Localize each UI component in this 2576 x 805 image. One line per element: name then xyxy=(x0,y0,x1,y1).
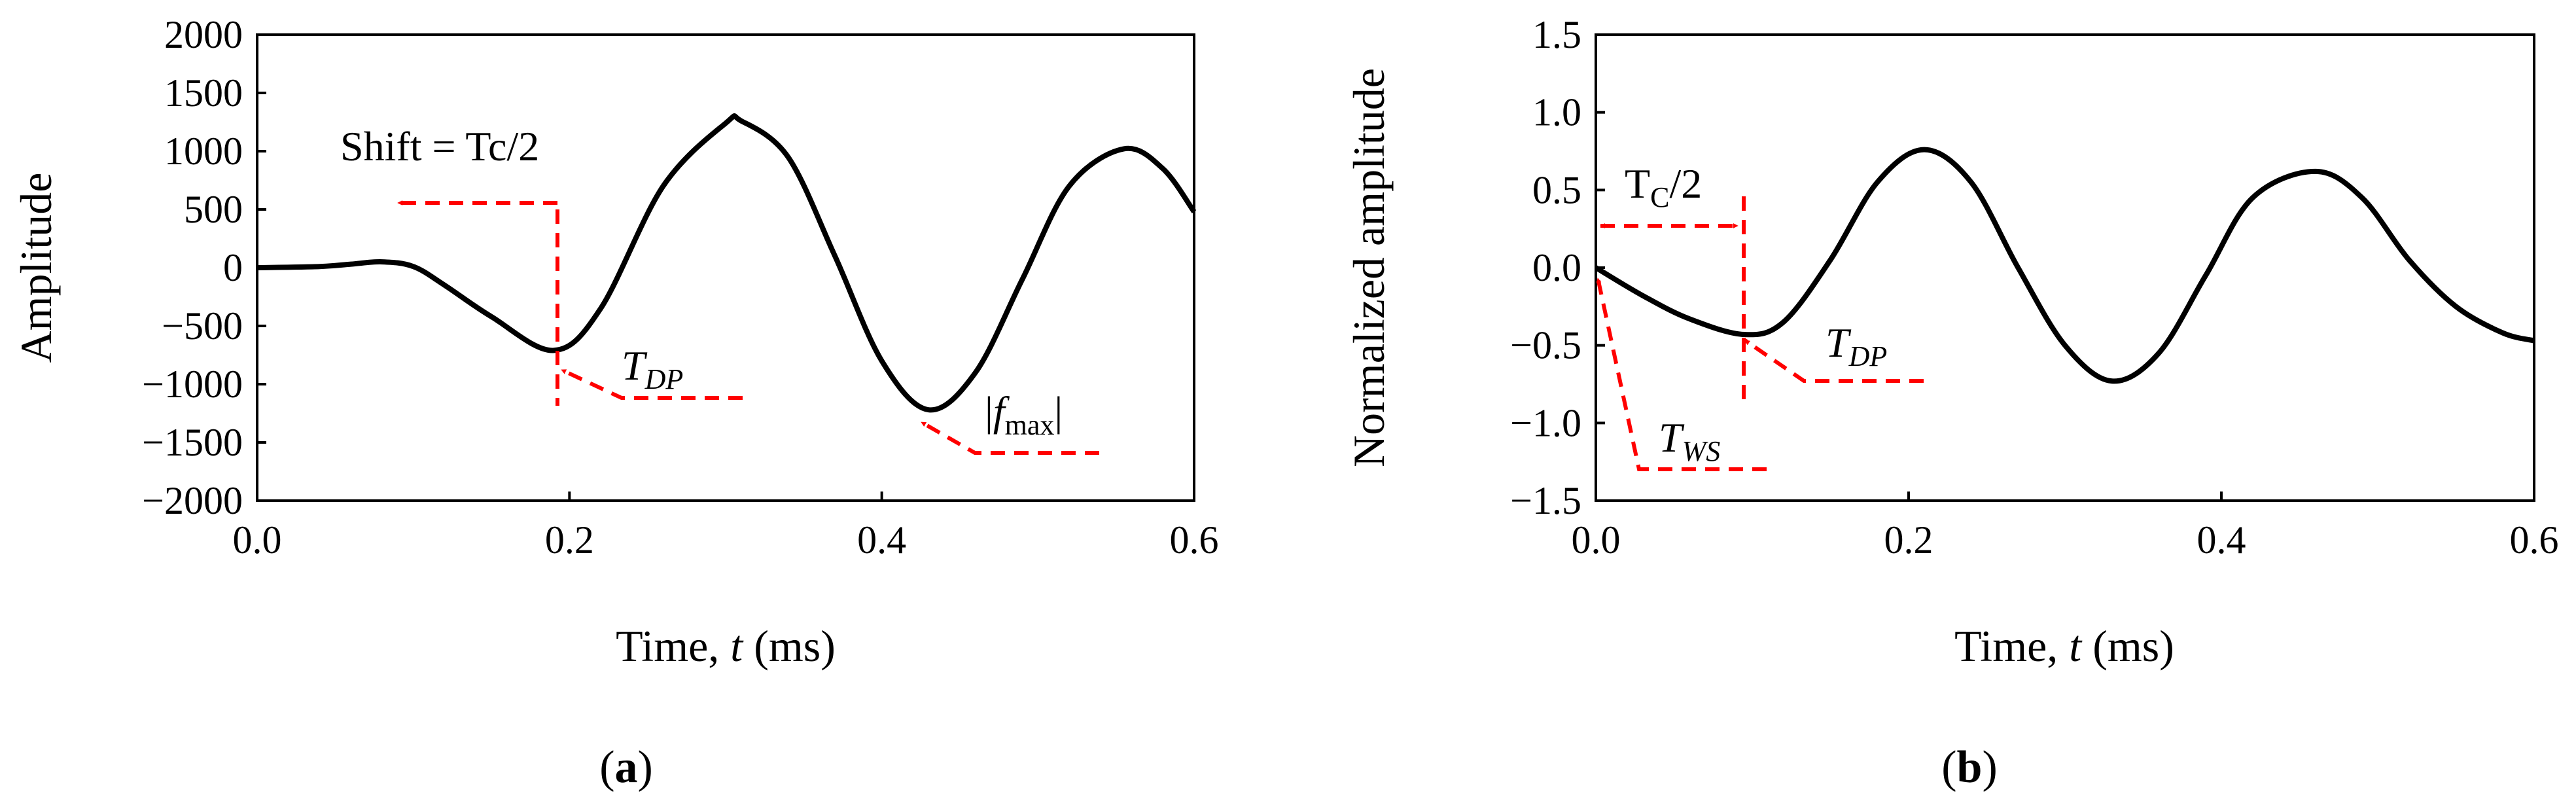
x-tick-label: 0.2 xyxy=(1884,518,1933,562)
y-tick-label: 1000 xyxy=(164,130,243,173)
y-tick-label: −0.5 xyxy=(1510,324,1581,367)
x-axis-label-b: Time, t (ms) xyxy=(1954,621,2174,671)
tws-label: TWS xyxy=(1659,414,1720,467)
y-ticks-b: 1.5 1.0 0.5 0.0 −0.5 −1.0 −1.5 xyxy=(1510,13,1605,522)
y-tick-label: −1.5 xyxy=(1510,479,1581,522)
y-ticks-a: 2000 1500 1000 500 0 −500 −1000 −1500 −2000 xyxy=(142,13,266,522)
y-tick-label: 1500 xyxy=(164,71,243,115)
caption-a: (a) xyxy=(599,742,653,793)
tws-leader xyxy=(1596,277,1767,471)
y-tick-label: 1.5 xyxy=(1532,13,1581,56)
annotations-a: Shift = Tc/2 TDP |fmax| xyxy=(340,123,1099,455)
tc-label: TC/2 xyxy=(1625,160,1702,213)
y-tick-label: −1500 xyxy=(142,421,243,464)
x-tick-label: 0.4 xyxy=(2197,518,2246,562)
tdp-label-a: TDP xyxy=(622,342,683,395)
y-tick-label: −1.0 xyxy=(1510,401,1581,444)
shift-label: Shift = Tc/2 xyxy=(340,123,539,170)
x-tick-label: 0.4 xyxy=(857,518,906,562)
x-tick-label: 0.6 xyxy=(1170,518,1219,562)
y-tick-label: −500 xyxy=(162,304,243,348)
y-tick-label: −2000 xyxy=(142,479,243,522)
tdp-label-b: TDP xyxy=(1826,319,1887,372)
tdp-leader-a xyxy=(560,368,743,400)
fmax-leader xyxy=(920,420,1099,455)
chart-panel-b: 1.5 1.0 0.5 0.0 −0.5 −1.0 −1.5 0.0 0.2 0.4 0.6 No… xyxy=(1344,13,2559,793)
y-axis-label-b: Normalized amplitude xyxy=(1344,68,1394,467)
x-ticks-a: 0.0 0.2 0.4 0.6 xyxy=(233,492,1219,562)
y-tick-label: −1000 xyxy=(142,363,243,406)
y-tick-label: 2000 xyxy=(164,13,243,56)
series-line-b xyxy=(1594,147,2535,384)
y-axis-label-a: Amplitude xyxy=(11,173,61,363)
caption-b: (b) xyxy=(1941,742,1998,793)
x-axis-label-a: Time, t (ms) xyxy=(616,621,836,671)
y-tick-label: 0.0 xyxy=(1532,246,1581,289)
y-tick-label: 1.0 xyxy=(1532,91,1581,134)
fmax-label: |fmax| xyxy=(985,388,1063,441)
y-tick-label: 500 xyxy=(184,188,243,231)
series-line-a xyxy=(256,113,1197,413)
x-tick-label: 0.2 xyxy=(545,518,594,562)
x-tick-label: 0.0 xyxy=(1572,518,1621,562)
plot-frame-b xyxy=(1595,33,2535,502)
y-tick-label: 0 xyxy=(223,246,243,289)
annotations-b: TC/2 TDP TWS xyxy=(1596,160,1924,471)
x-tick-label: 0.0 xyxy=(233,518,282,562)
y-tick-label: 0.5 xyxy=(1532,168,1581,211)
tdp-leader-b xyxy=(1744,338,1924,383)
x-tick-label: 0.6 xyxy=(2510,518,2559,562)
x-ticks-b: 0.0 0.2 0.4 0.6 xyxy=(1572,492,2559,562)
